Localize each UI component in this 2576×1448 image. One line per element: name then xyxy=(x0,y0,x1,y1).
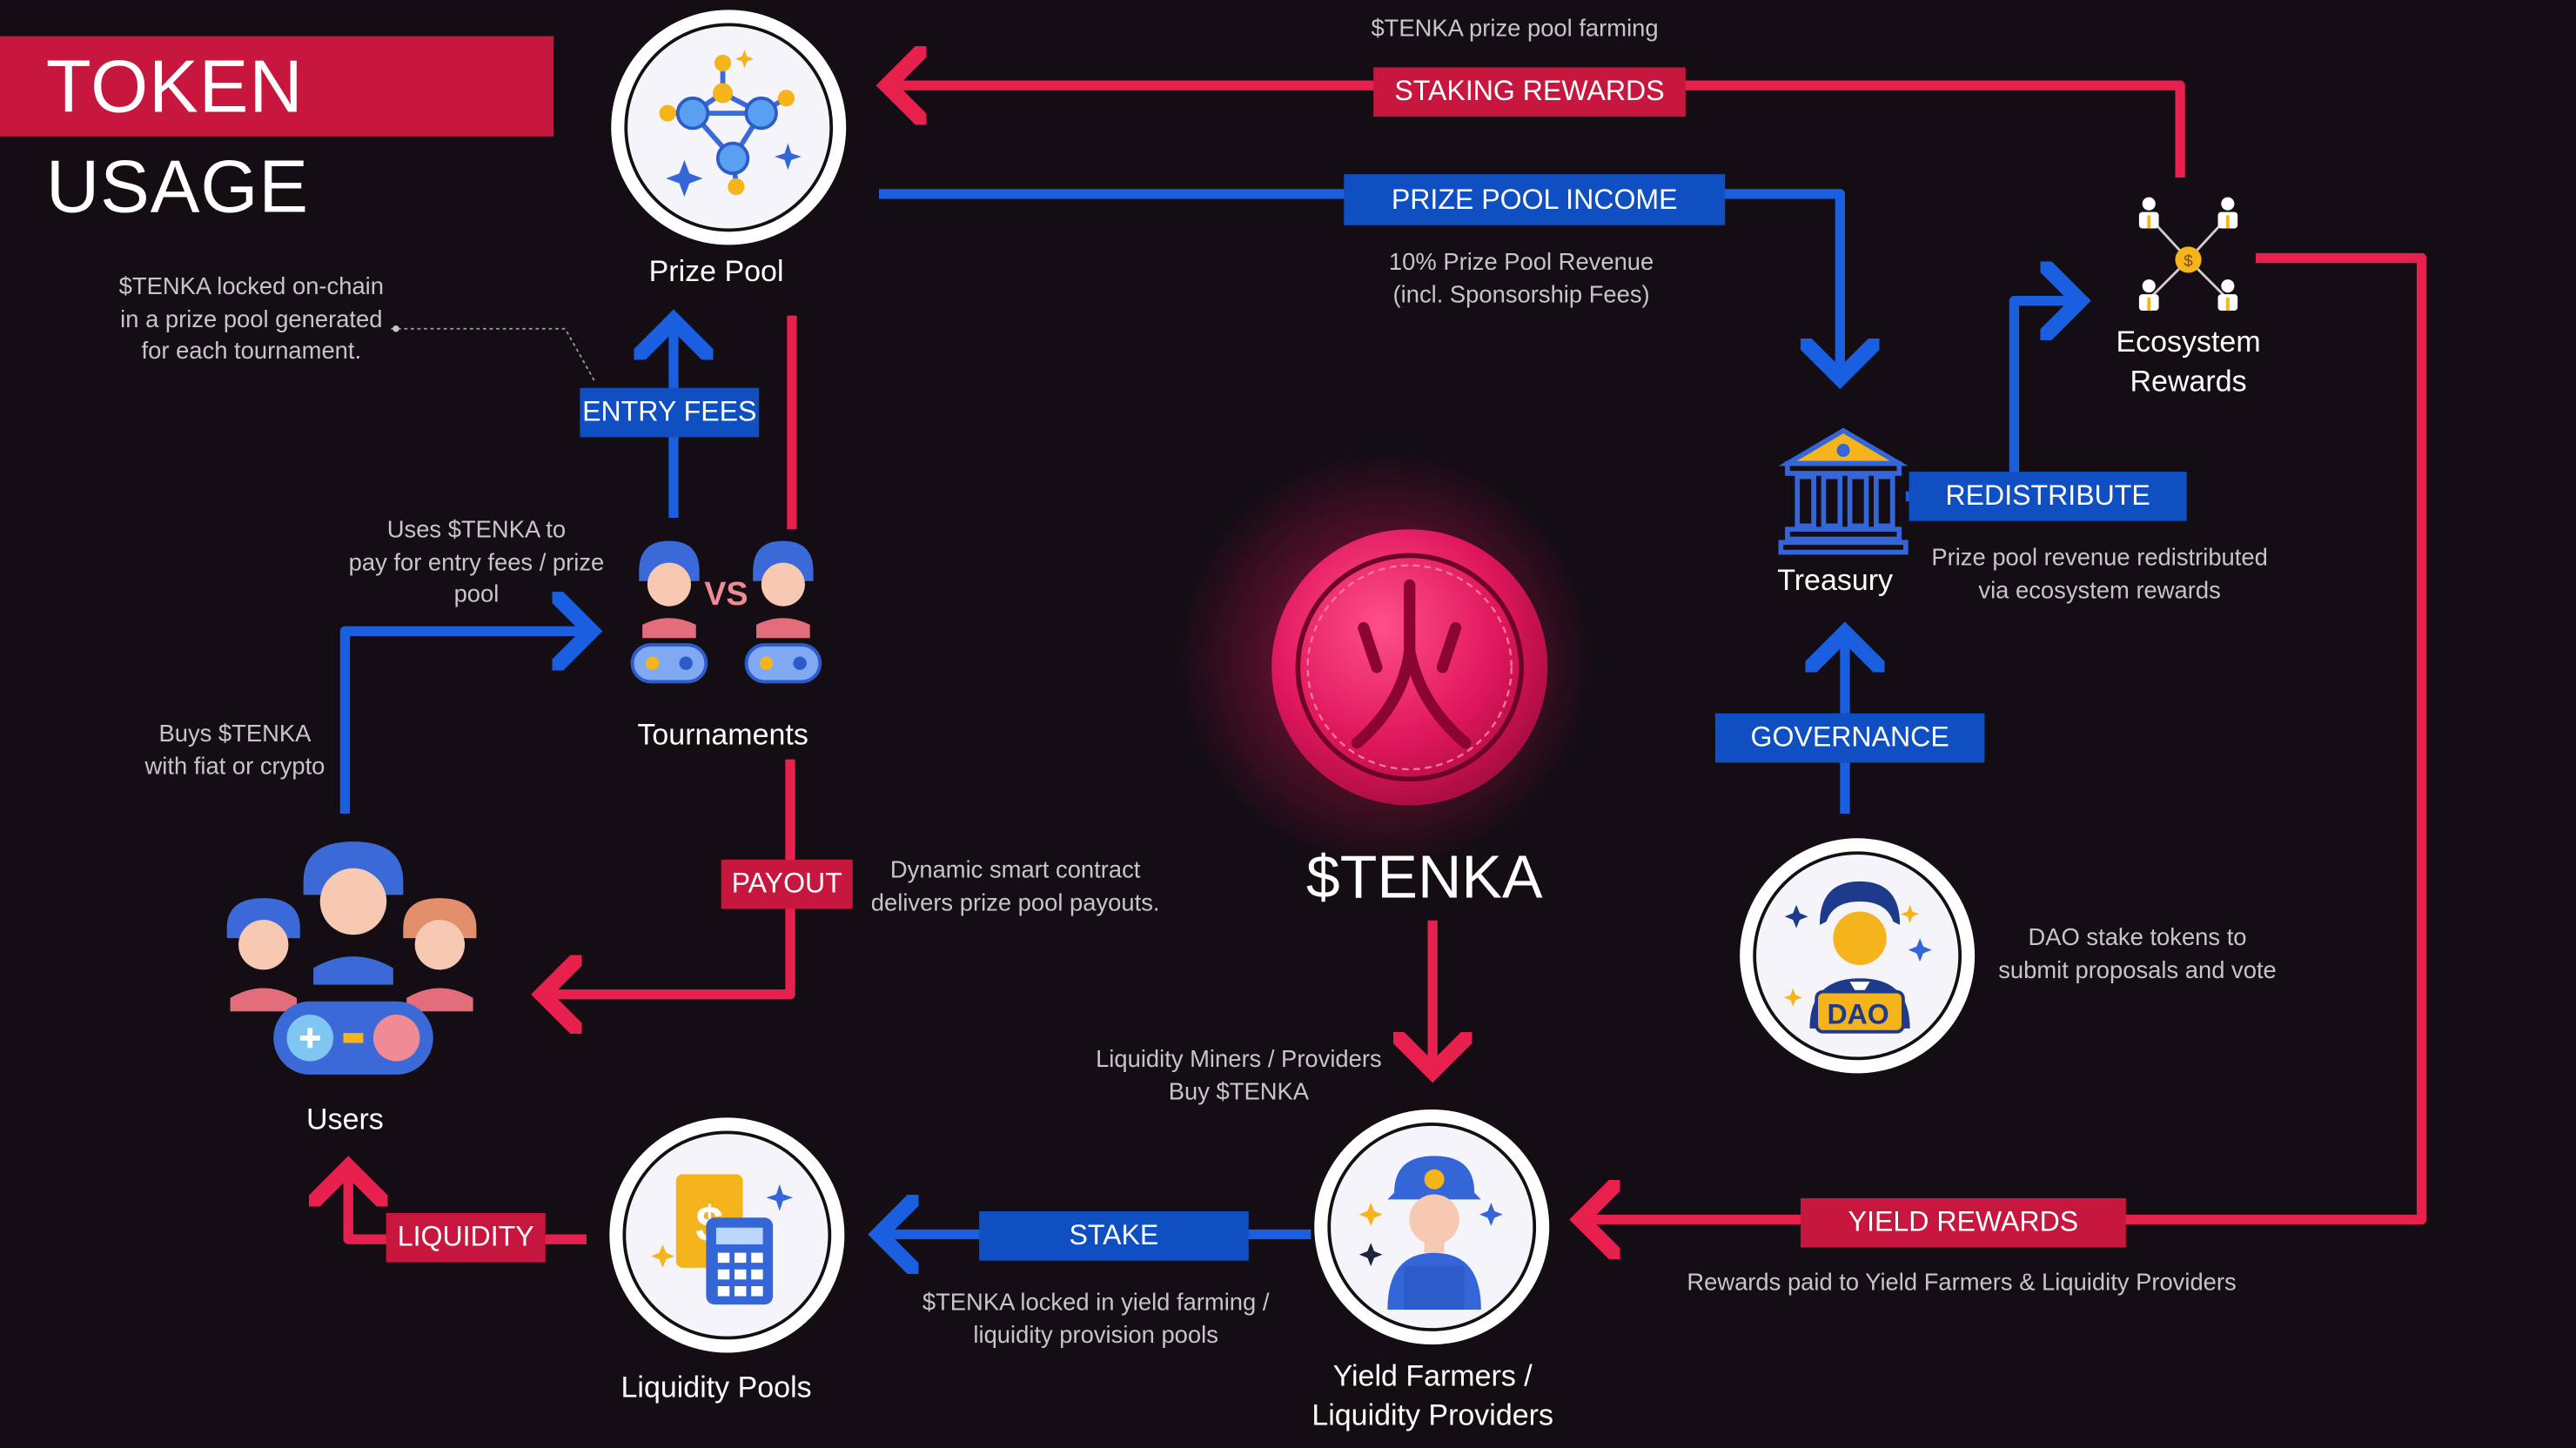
note-locked-yield: $TENKA locked in yield farming / liquidi… xyxy=(922,1290,1270,1349)
note-rewards-paid: Rewards paid to Yield Farmers & Liquidit… xyxy=(1687,1270,2237,1297)
prize-pool-node xyxy=(611,10,847,245)
arrow-users-to-tournaments xyxy=(339,631,591,814)
arrow-staking-rewards xyxy=(887,85,2185,178)
liquidity-pools-label: Liquidity Pools xyxy=(621,1371,812,1404)
arrow-yield-rewards xyxy=(1580,252,2427,1220)
ecosystem-rewards-label: Ecosystem Rewards xyxy=(2116,325,2261,399)
note-miners-buy: Liquidity Miners / Providers Buy $TENKA xyxy=(1096,1047,1382,1106)
arrow-redistribute xyxy=(1905,301,2080,502)
tag-yield-rewards: YIELD REWARDS xyxy=(1801,1197,2126,1248)
calculator-money-icon: $ xyxy=(651,1174,794,1305)
dao-person-icon xyxy=(1783,881,1932,1034)
liquidity-pools-node: $ xyxy=(609,1117,845,1353)
tag-redistribute: REDISTRIBUTE xyxy=(1909,472,2187,521)
tag-stake: STAKE xyxy=(979,1211,1249,1261)
note-prize-pool-revenue: 10% Prize Pool Revenue (incl. Sponsorshi… xyxy=(1388,250,1654,309)
tournament-gamers-icon xyxy=(630,540,822,684)
tag-liquidity: LIQUIDITY xyxy=(386,1212,546,1263)
network-icon xyxy=(659,50,802,198)
users-label: Users xyxy=(306,1103,384,1136)
svg-text:$: $ xyxy=(2184,252,2193,271)
center-token-label: $TENKA xyxy=(1305,842,1543,911)
yield-farmers-label: Yield Farmers / Liquidity Providers xyxy=(1311,1359,1553,1432)
leader-line xyxy=(391,327,596,382)
note-prize-pool-farming: $TENKA prize pool farming xyxy=(1371,16,1659,44)
note-dao-stake: DAO stake tokens to submit proposals and… xyxy=(1998,925,2277,984)
tournaments-label: Tournaments xyxy=(637,718,808,752)
prize-pool-label: Prize Pool xyxy=(648,254,784,288)
tag-payout: PAYOUT xyxy=(721,859,853,909)
tag-governance: GOVERNANCE xyxy=(1714,713,1985,763)
tenka-coin-icon xyxy=(1271,529,1548,806)
ecosystem-network-icon: $ xyxy=(2138,197,2238,311)
vs-label: VS xyxy=(704,576,748,613)
arrow-prize-pool-income xyxy=(878,189,1840,379)
tag-prize-pool-income: PRIZE POOL INCOME xyxy=(1344,174,1726,225)
yield-farmers-node xyxy=(1314,1109,1550,1345)
dao-badge-text: DAO xyxy=(1827,999,1889,1031)
treasury-label: Treasury xyxy=(1777,563,1894,597)
miner-icon xyxy=(1358,1156,1503,1311)
users-group-icon xyxy=(226,841,477,1075)
tag-entry-fees: ENTRY FEES xyxy=(580,387,760,438)
page-title: TOKEN USAGE xyxy=(0,36,554,229)
tag-staking-rewards: STAKING REWARDS xyxy=(1373,67,1686,117)
arrow-payout xyxy=(542,759,795,995)
note-uses-tenka: Uses $TENKA to pay for entry fees / priz… xyxy=(348,517,605,608)
note-redistributed: Prize pool revenue redistributed via eco… xyxy=(1931,546,2268,605)
note-dynamic-contract: Dynamic smart contract delivers prize po… xyxy=(870,857,1160,917)
note-locked-onchain: $TENKA locked on-chain in a prize pool g… xyxy=(118,274,384,365)
note-buys-tenka: Buys $TENKA with fiat or crypto xyxy=(144,721,325,781)
dao-node: DAO xyxy=(1740,838,1976,1074)
bank-icon xyxy=(1778,427,1909,555)
